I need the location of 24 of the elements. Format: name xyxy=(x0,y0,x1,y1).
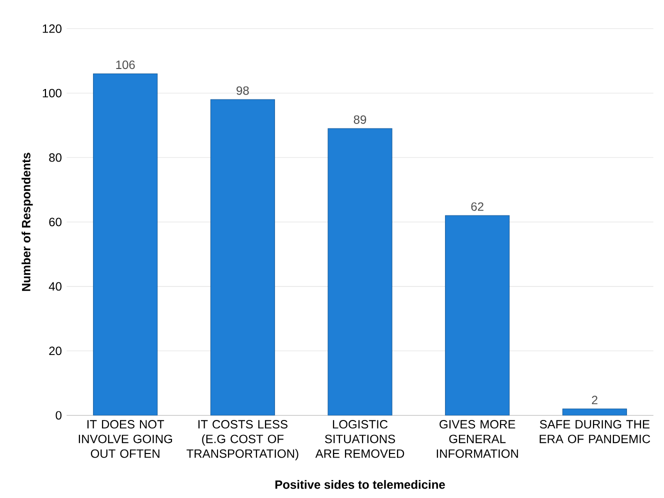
y-tick-label: 20 xyxy=(49,346,62,356)
bar xyxy=(93,74,158,416)
data-label: 98 xyxy=(236,86,249,95)
data-label: 106 xyxy=(116,60,135,70)
y-tick-label: 0 xyxy=(56,411,62,420)
data-label: 62 xyxy=(471,202,484,211)
bar xyxy=(210,99,275,416)
y-tick-label: 100 xyxy=(42,88,62,98)
x-axis-title: Positive sides to telemedicine xyxy=(275,480,445,489)
y-tick-label: 120 xyxy=(42,24,62,33)
data-label: 2 xyxy=(592,396,598,404)
x-tick-label: IT COSTS LESS (E.G COST OF TRANSPORTATION) xyxy=(186,420,298,460)
x-tick-label: IT DOES NOT INVOLVE GOING OUT OFTEN xyxy=(78,420,172,458)
x-tick-label: GIVES MORE GENERAL INFORMATION xyxy=(436,420,518,458)
data-label: 89 xyxy=(354,115,366,124)
bar xyxy=(562,408,627,416)
x-tick-label: SAFE DURING THE ERA OF PANDEMIC xyxy=(540,420,650,444)
y-tick-label: 40 xyxy=(48,282,62,291)
bar xyxy=(445,215,510,416)
x-tick-label: LOGISTIC SITUATIONS ARE REMOVED xyxy=(315,420,404,458)
y-tick-label: 80 xyxy=(49,153,62,162)
bar xyxy=(328,128,392,416)
y-tick-label: 60 xyxy=(49,218,62,226)
y-axis-title: Number of Respondents xyxy=(22,152,33,291)
